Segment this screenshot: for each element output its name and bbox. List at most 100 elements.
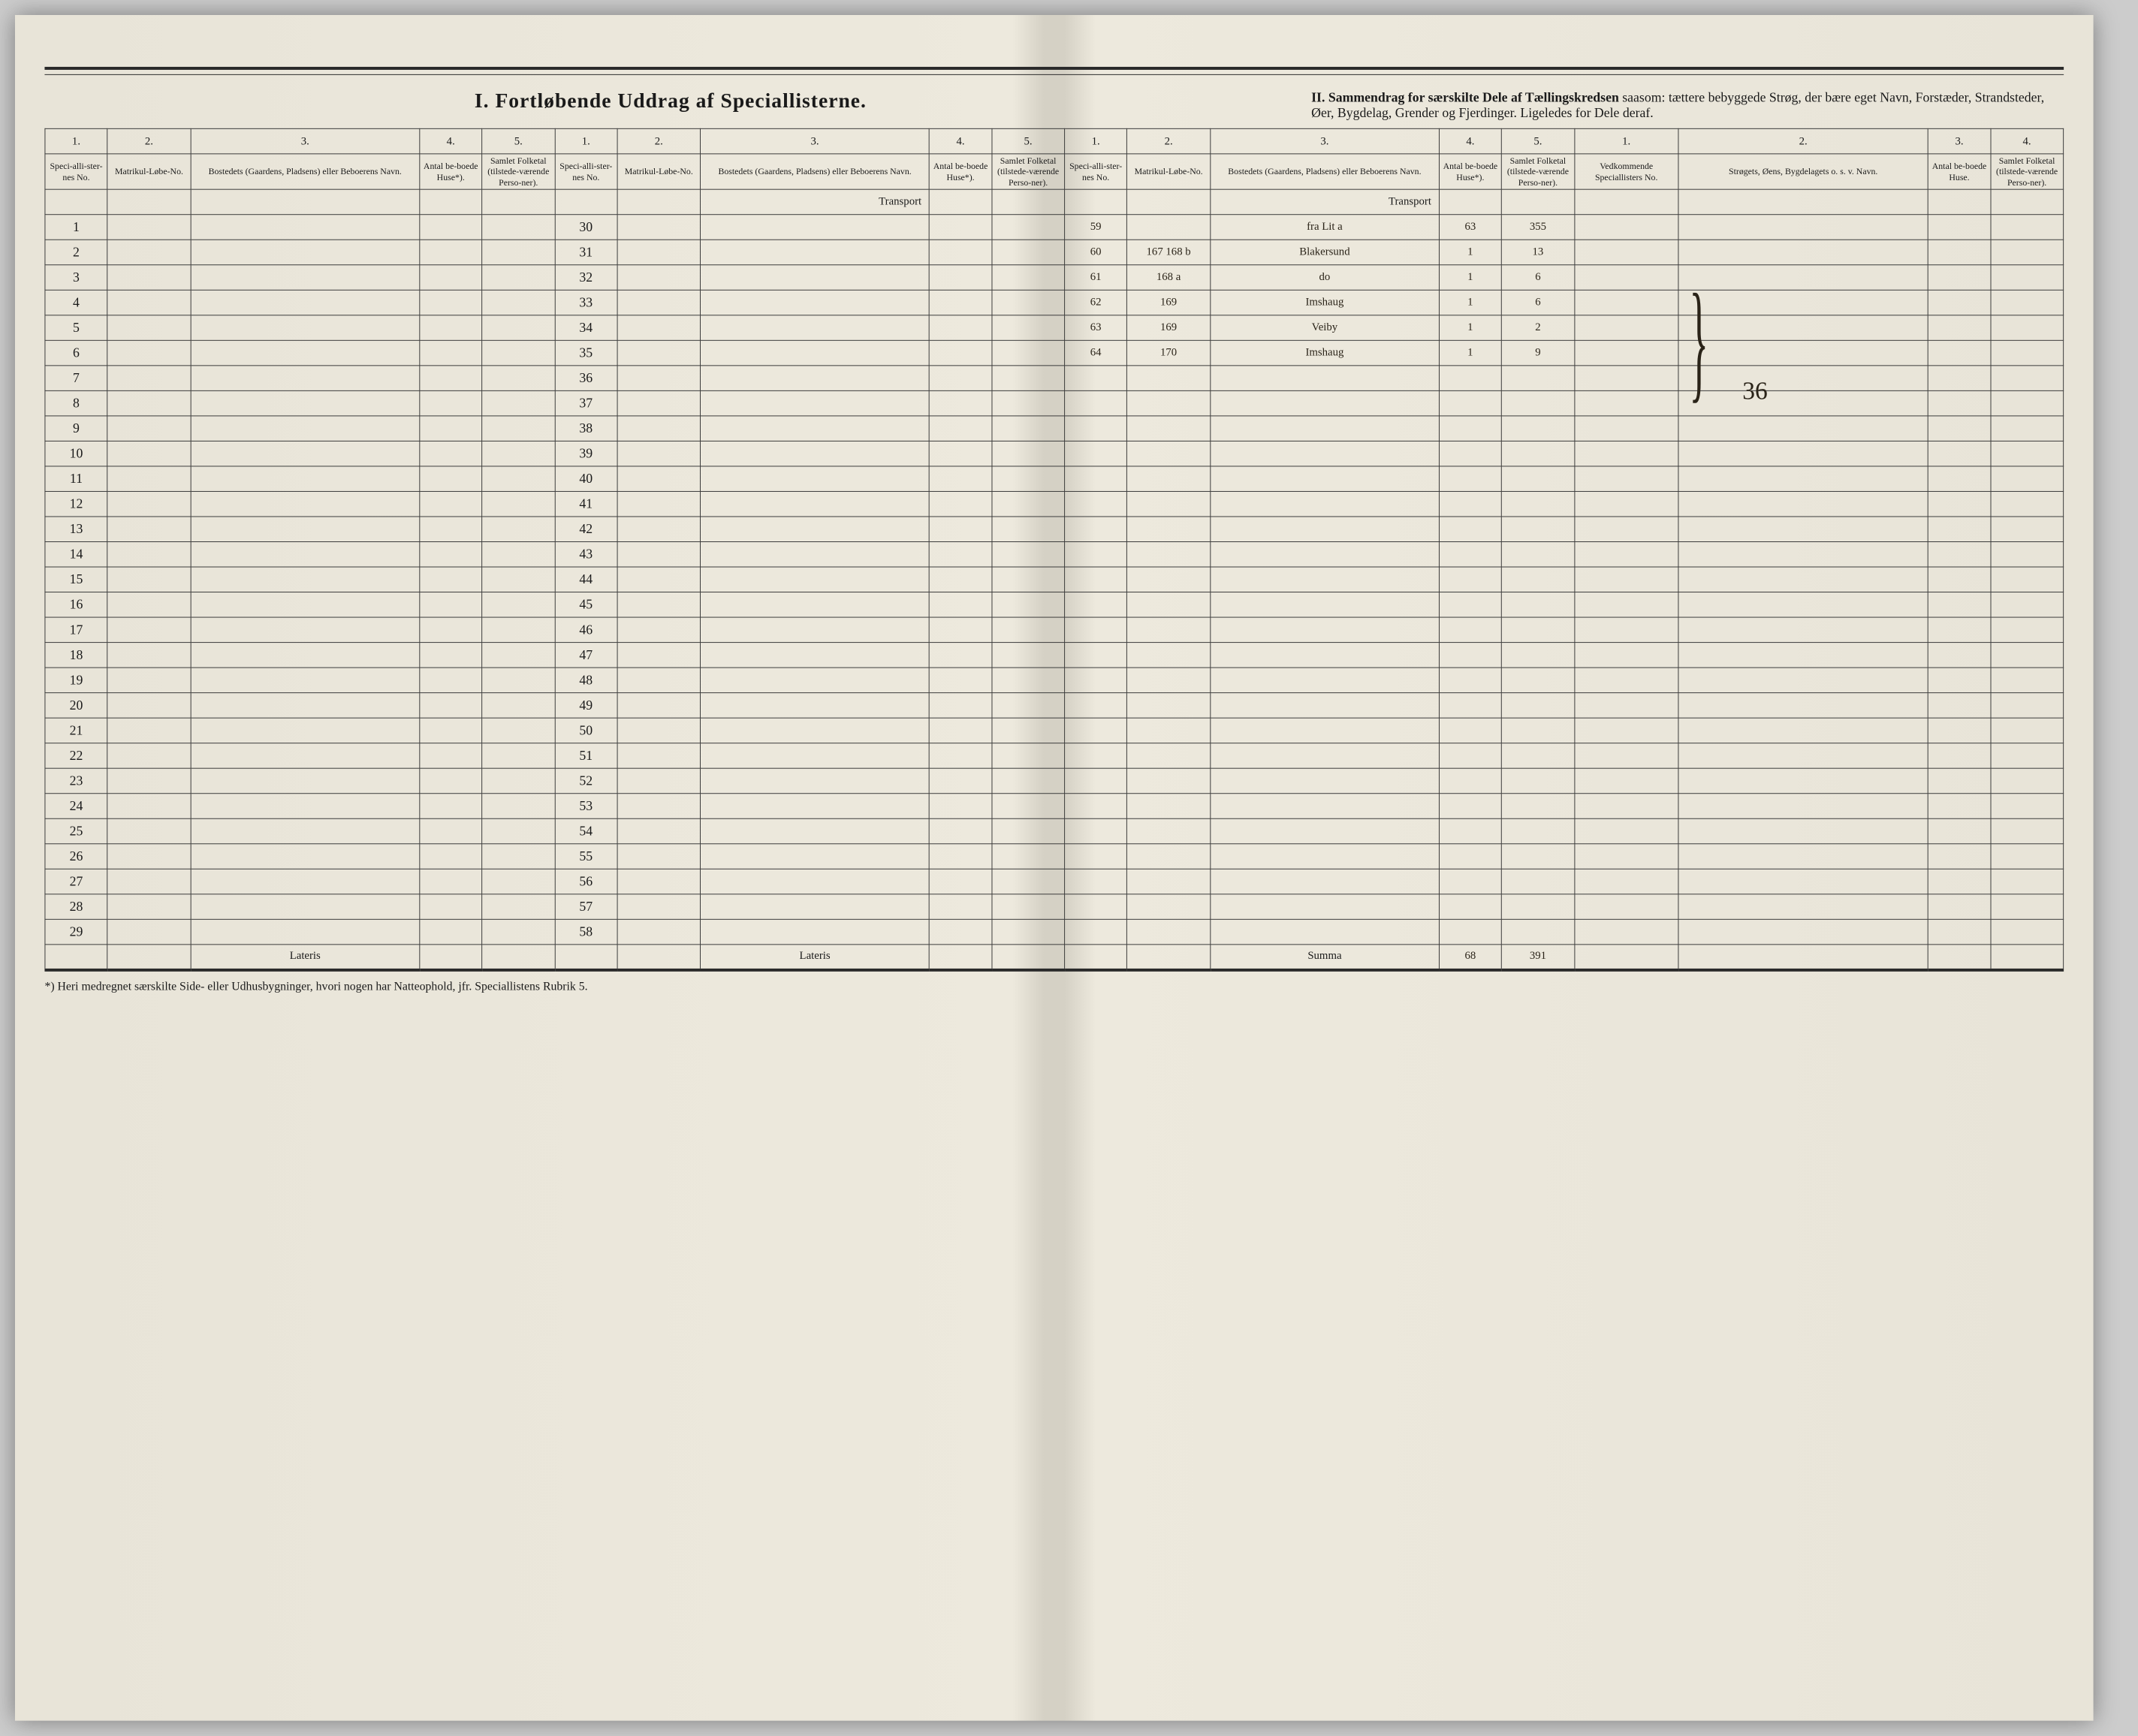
cell [992, 718, 1065, 743]
cell [1439, 391, 1501, 417]
cell [1439, 617, 1501, 643]
cell [1678, 743, 1928, 769]
cell: 3 [45, 265, 107, 291]
cell [482, 215, 555, 240]
cell [191, 920, 420, 945]
table-row: 1544 [45, 567, 2064, 592]
cell [1065, 768, 1127, 794]
cell: 28 [45, 894, 107, 920]
cell: 51 [555, 743, 617, 769]
cell [992, 920, 1065, 945]
cell [1928, 215, 1990, 240]
cell [1928, 844, 1990, 870]
cell [929, 340, 991, 366]
cell [482, 693, 555, 719]
cell: 55 [555, 844, 617, 870]
col-num: 2. [1678, 128, 1928, 154]
cell [1928, 567, 1990, 592]
cell [1574, 844, 1678, 870]
table-row: 2554 [45, 818, 2064, 844]
cell [701, 315, 930, 341]
cell [1991, 869, 2064, 894]
table-row: 1443 [45, 542, 2064, 568]
cell [420, 442, 482, 467]
cell [1065, 743, 1127, 769]
cell [482, 768, 555, 794]
cell [420, 391, 482, 417]
cell: 168 a [1127, 265, 1211, 291]
cell [1127, 668, 1211, 693]
cell [992, 366, 1065, 391]
cell [1991, 844, 2064, 870]
cell [420, 768, 482, 794]
cell [617, 693, 701, 719]
cell [107, 265, 191, 291]
cell [1678, 391, 1928, 417]
cell [107, 869, 191, 894]
cell [617, 718, 701, 743]
cell [701, 617, 930, 643]
cell [1678, 592, 1928, 618]
cell [482, 818, 555, 844]
cell: 1 [45, 215, 107, 240]
cell [929, 869, 991, 894]
cell: 4 [45, 290, 107, 315]
cell [420, 189, 482, 215]
cell: 15 [45, 567, 107, 592]
cell [191, 818, 420, 844]
cell [107, 693, 191, 719]
brace-icon: } [1689, 274, 1708, 407]
cell [992, 617, 1065, 643]
cell [617, 818, 701, 844]
cell [992, 818, 1065, 844]
cell [1574, 340, 1678, 366]
cell [617, 189, 701, 215]
cell: Imshaug [1211, 340, 1440, 366]
cell [1678, 492, 1928, 517]
cell [1928, 718, 1990, 743]
cell: 39 [555, 442, 617, 467]
cell [1501, 189, 1574, 215]
cell [420, 366, 482, 391]
cell: 25 [45, 818, 107, 844]
cell [1127, 189, 1211, 215]
cell [191, 517, 420, 542]
col-head: Antal be-boede Huse*). [1439, 154, 1501, 189]
cell [1574, 265, 1678, 291]
cell [1065, 794, 1127, 819]
cell [1678, 718, 1928, 743]
cell [1678, 315, 1928, 341]
cell [929, 920, 991, 945]
cell [617, 920, 701, 945]
cell [1574, 391, 1678, 417]
cell [420, 668, 482, 693]
cell [1991, 945, 2064, 970]
cell [107, 290, 191, 315]
cell [1065, 693, 1127, 719]
cell [701, 718, 930, 743]
cell [929, 366, 991, 391]
cell [992, 340, 1065, 366]
cell [929, 693, 991, 719]
cell [1211, 693, 1440, 719]
cell [1501, 643, 1574, 668]
cell: 46 [555, 617, 617, 643]
cell [701, 340, 930, 366]
cell [191, 844, 420, 870]
cell [1439, 693, 1501, 719]
cell [420, 794, 482, 819]
cell: 30 [555, 215, 617, 240]
cell [1574, 442, 1678, 467]
cell [1501, 920, 1574, 945]
cell: 1 [1439, 315, 1501, 341]
col-num: 4. [1991, 128, 2064, 154]
cell: 2 [45, 240, 107, 265]
cell [992, 668, 1065, 693]
cell [701, 442, 930, 467]
cell [701, 466, 930, 492]
cell [1991, 567, 2064, 592]
cell [1127, 466, 1211, 492]
cell [1991, 189, 2064, 215]
cell [617, 215, 701, 240]
cell: 44 [555, 567, 617, 592]
